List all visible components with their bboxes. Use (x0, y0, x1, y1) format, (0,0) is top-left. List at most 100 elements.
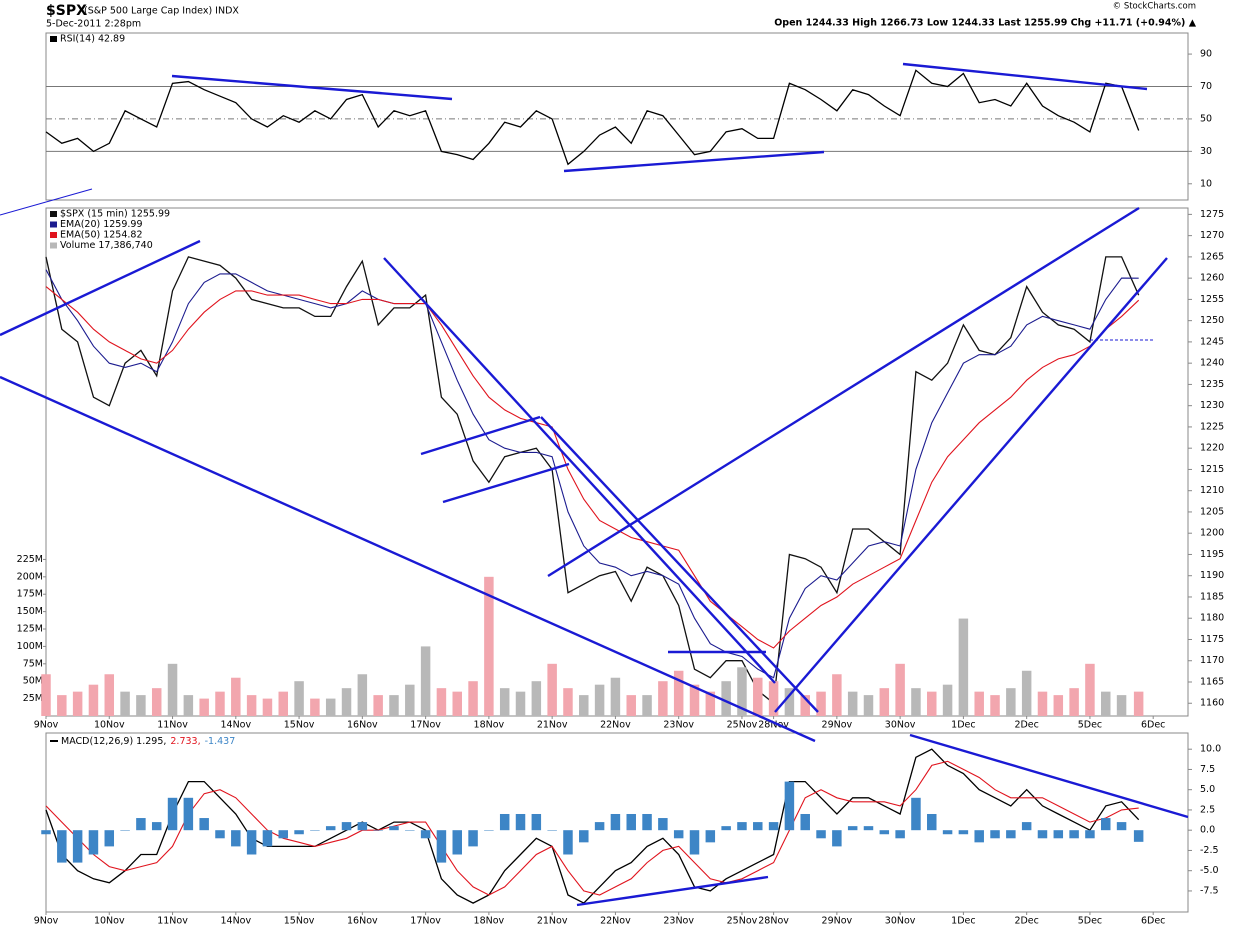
legend-entry: 2.733, (170, 736, 200, 747)
bar (436, 830, 447, 863)
bar (1069, 688, 1079, 716)
timestamp: 5-Dec-2011 2:28pm (46, 19, 141, 30)
x-tick-label: 6Dec (1141, 916, 1165, 927)
bar (721, 681, 731, 716)
bar (246, 830, 257, 855)
y-tick-label: 10.0 (1200, 744, 1221, 755)
bar (57, 830, 67, 863)
bar (990, 695, 1000, 716)
bar (215, 691, 225, 716)
x-tick-label: 16Nov (347, 720, 378, 731)
bar (167, 663, 178, 716)
bar (1085, 663, 1095, 716)
bar (120, 830, 130, 831)
bar (721, 826, 731, 831)
y-tick-label: 1265 (1200, 251, 1224, 262)
x-tick-label: 28Nov (758, 720, 789, 731)
trend-line (547, 206, 1140, 578)
bar (547, 830, 557, 831)
bar (310, 830, 320, 831)
bar (705, 691, 716, 716)
bar (373, 695, 383, 716)
bar (231, 830, 241, 847)
y-tick-label: 2.5 (1200, 804, 1215, 815)
bar (895, 830, 905, 839)
series-line (45, 269, 1139, 679)
trend-line (902, 62, 1148, 91)
bar (1021, 822, 1032, 831)
x-tick-label: 9Nov (34, 916, 59, 927)
bar (673, 670, 684, 716)
series-line (45, 69, 1140, 166)
bar (468, 681, 478, 716)
y-tick-label: 1215 (1200, 464, 1224, 475)
x-tick-label: 29Nov (822, 720, 853, 731)
trend-line (383, 257, 776, 684)
y-tick-label: 90 (1200, 49, 1212, 60)
x-tick-label: 2Dec (1014, 720, 1038, 731)
legend: MACD(12,26,9) 1.295, 2.733, -1.437 (61, 736, 235, 747)
y-tick-label: 1225 (1200, 421, 1224, 432)
bar (389, 695, 399, 716)
x-tick-label: 5Dec (1078, 720, 1102, 731)
index-name: (S&P 500 Large Cap Index) INDX (84, 6, 239, 17)
bar (215, 830, 225, 839)
bar (373, 830, 383, 831)
bar (800, 695, 810, 716)
trend-line (540, 416, 819, 713)
trend-line (0, 188, 93, 216)
y-tick-label: 7.5 (1200, 764, 1215, 775)
bar (784, 688, 795, 716)
y-tick-label: 0.0 (1200, 825, 1215, 836)
bar (800, 813, 810, 831)
bar (816, 830, 826, 839)
bar (1006, 830, 1016, 839)
bar (436, 688, 447, 716)
bar (895, 663, 905, 716)
bar (942, 830, 953, 835)
bar (325, 826, 336, 831)
trend-line (0, 239, 201, 337)
y-tick-label: 1250 (1200, 315, 1224, 326)
bar (294, 830, 304, 835)
x-tick-label: 15Nov (284, 916, 315, 927)
bar (610, 813, 621, 831)
bar (420, 830, 431, 839)
bar (341, 822, 352, 831)
bar (389, 826, 399, 831)
bar (737, 667, 747, 716)
bar (816, 691, 826, 716)
y-tick-label: 1235 (1200, 379, 1224, 390)
y-tick-label: 1245 (1200, 336, 1224, 347)
bar (452, 691, 462, 716)
x-tick-label: 11Nov (157, 916, 188, 927)
bar (136, 695, 146, 716)
x-tick-label: 29Nov (822, 916, 853, 927)
y2-tick-label: 100M (17, 641, 43, 652)
bar (357, 674, 368, 716)
bar (832, 674, 842, 716)
symbol: $SPX (46, 3, 87, 19)
bar (1116, 822, 1127, 831)
y-tick-label: 1165 (1200, 676, 1224, 687)
y-tick-label: 1170 (1200, 655, 1224, 666)
bar (1101, 818, 1111, 831)
x-tick-label: 23Nov (663, 720, 694, 731)
x-tick-label: 30Nov (885, 720, 916, 731)
bar (658, 681, 668, 716)
bar (689, 684, 700, 716)
legend-entry: -1.437 (205, 736, 236, 747)
bar (278, 830, 289, 839)
y-tick-label: 70 (1200, 81, 1212, 92)
y-tick-label: 5.0 (1200, 784, 1215, 795)
bar (658, 818, 668, 831)
x-tick-label: 21Nov (537, 720, 568, 731)
bar (515, 813, 526, 831)
y-tick-label: -5.0 (1200, 865, 1219, 876)
bar (689, 830, 700, 855)
bar (341, 688, 352, 716)
x-tick-label: 17Nov (410, 916, 441, 927)
bar (357, 822, 368, 831)
bar (1021, 670, 1032, 716)
